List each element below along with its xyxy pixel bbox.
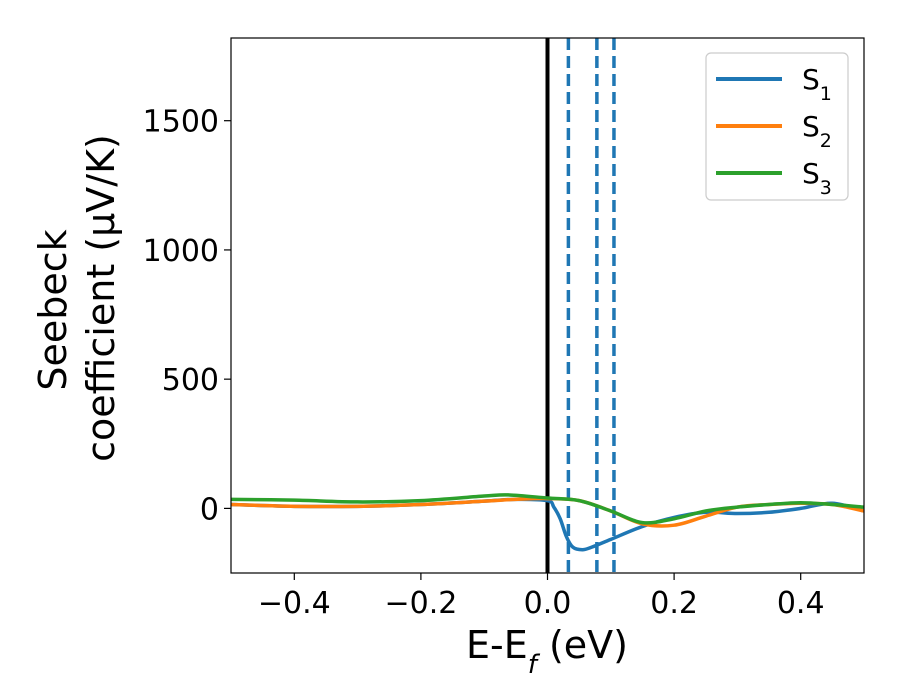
y-axis-label-line1: Seebeck: [31, 229, 75, 390]
x-tick-label: 0.2: [650, 586, 698, 621]
y-tick-label: 0: [200, 492, 219, 527]
legend-label-s1: S1: [802, 63, 832, 105]
x-tick-label: 0.0: [524, 586, 572, 621]
x-axis-label: E-Ef (eV): [466, 623, 628, 680]
y-axis-label-line2: coefficient (μV/K): [79, 134, 123, 462]
y-tick-label: 1000: [143, 234, 219, 269]
x-tick-label: −0.4: [258, 586, 331, 621]
x-tick-label: 0.4: [777, 586, 825, 621]
x-tick-label: −0.2: [384, 586, 457, 621]
y-tick-label: 1500: [143, 105, 219, 140]
y-tick-label: 500: [162, 363, 219, 398]
legend-label-s3: S3: [802, 157, 832, 199]
series-line-s3: [231, 493, 864, 525]
legend-label-s2: S2: [802, 110, 832, 152]
